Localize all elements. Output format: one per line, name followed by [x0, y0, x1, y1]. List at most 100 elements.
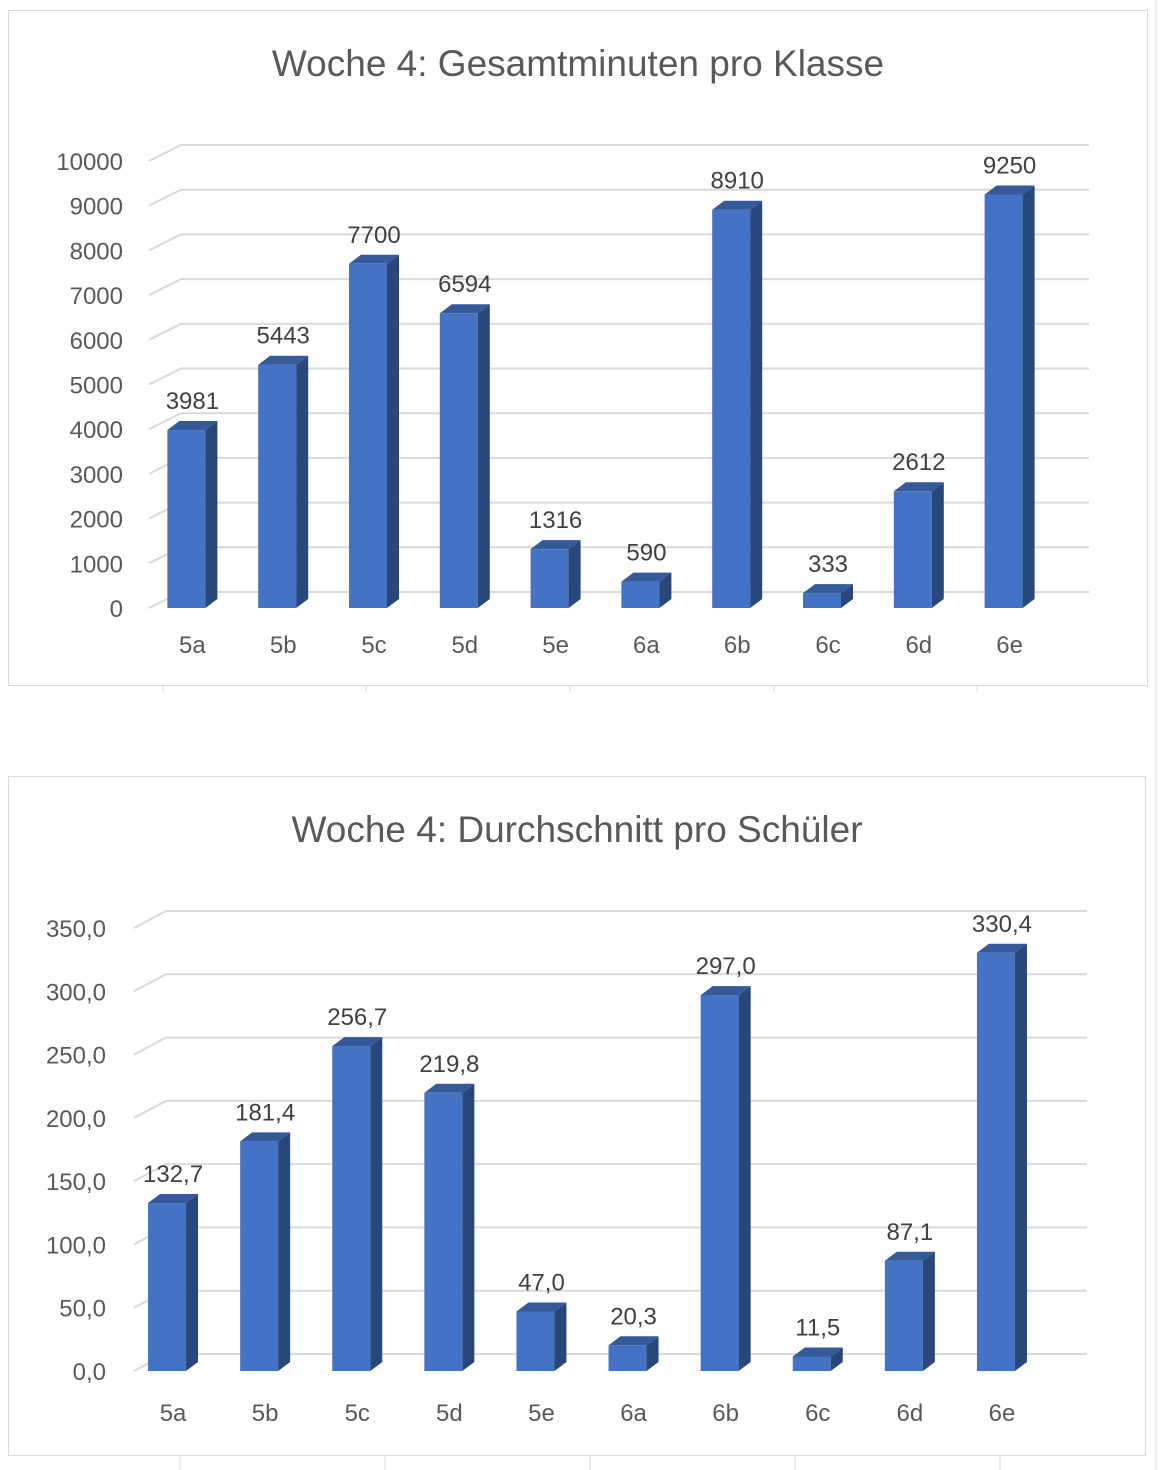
bar-6a: [621, 572, 672, 608]
x-tick-label: 6b: [712, 1400, 739, 1427]
bar-top: [803, 584, 853, 594]
x-tick-label: 5b: [270, 632, 297, 659]
x-tick-label: 5e: [542, 632, 569, 659]
x-tick-label: 6a: [633, 632, 660, 659]
bar-side: [554, 1302, 567, 1371]
chart-total-minutes[interactable]: Woche 4: Gesamtminuten pro Klasse 0 1000 2…: [8, 10, 1148, 686]
x-tick-label: 5a: [160, 1400, 187, 1427]
bar-top: [976, 943, 1027, 953]
x-tick-label: 6c: [815, 632, 840, 659]
data-label: 181,4: [235, 1099, 295, 1126]
bar-5c: [332, 1037, 383, 1371]
data-label: 7700: [347, 222, 400, 249]
bar-side: [370, 1037, 383, 1371]
bar-front: [240, 1141, 279, 1371]
bar-side: [659, 572, 672, 608]
x-tick-label: 6a: [620, 1400, 647, 1427]
data-label: 2612: [892, 449, 945, 476]
bar-side: [568, 540, 581, 608]
bar-6c: [792, 1347, 843, 1371]
x-tick-label: 5d: [451, 632, 478, 659]
x-tick-label: 5c: [345, 1400, 370, 1427]
data-label: 47,0: [518, 1270, 565, 1297]
bar-front: [332, 1046, 371, 1371]
bar-front: [258, 364, 297, 608]
gridline: [133, 910, 1087, 929]
y-tick-label: 4000: [70, 417, 123, 444]
bar-side: [646, 1336, 659, 1371]
chart-average-per-student[interactable]: Woche 4: Durchschnitt pro Schüler 0,0 50,…: [8, 776, 1146, 1456]
gridline: [148, 233, 1089, 252]
bar-5b: [258, 355, 309, 608]
x-tick-label: 5d: [436, 1400, 463, 1427]
data-label: 11,5: [795, 1314, 840, 1341]
y-tick-label: 0,0: [73, 1359, 106, 1386]
y-tick-label: 50,0: [59, 1296, 106, 1323]
data-label: 9250: [983, 153, 1036, 180]
bar-top: [792, 1347, 843, 1357]
bar-front: [984, 194, 1023, 608]
data-label: 87,1: [886, 1219, 933, 1246]
bar-side: [931, 482, 944, 608]
y-tick-label: 350,0: [46, 916, 106, 943]
y-tick-label: 9000: [70, 194, 123, 221]
bar-side: [750, 200, 763, 608]
data-label: 256,7: [327, 1004, 387, 1031]
y-tick-label: 150,0: [46, 1169, 106, 1196]
x-tick-label: 6d: [896, 1400, 923, 1427]
y-tick-label: 200,0: [46, 1106, 106, 1133]
bar-front: [148, 1203, 187, 1371]
bar-top: [349, 254, 399, 264]
bar-top: [608, 1336, 659, 1346]
data-label: 132,7: [143, 1161, 203, 1188]
bar-front: [167, 430, 206, 608]
bar-top: [240, 1132, 291, 1142]
bar-front: [893, 491, 932, 608]
y-tick-label: 6000: [70, 328, 123, 355]
bar-side: [1014, 943, 1027, 1371]
x-tick-label: 6d: [905, 632, 932, 659]
gridline: [148, 188, 1089, 207]
bar-side: [278, 1132, 291, 1371]
bar-side: [186, 1194, 199, 1371]
bar-top: [712, 200, 763, 210]
data-label: 330,4: [972, 911, 1032, 938]
gridline: [148, 412, 1089, 431]
bar-top: [530, 540, 581, 550]
bar-front: [700, 995, 739, 1371]
data-label: 3981: [166, 388, 219, 415]
bar-front: [530, 549, 569, 608]
bar-top: [148, 1194, 199, 1204]
bar-5a: [148, 1194, 199, 1371]
bar-top: [439, 304, 490, 314]
bar-6d: [893, 482, 944, 608]
gridline: [133, 1163, 1087, 1183]
bar-5d: [424, 1083, 475, 1371]
bar-front: [803, 593, 841, 608]
bar-5a: [167, 421, 218, 608]
bar-top: [621, 572, 672, 582]
data-label: 333: [808, 551, 848, 578]
bar-top: [884, 1251, 935, 1261]
bar-front: [884, 1260, 923, 1371]
chart-title: Woche 4: Durchschnitt pro Schüler: [291, 809, 863, 850]
gridline: [148, 322, 1089, 341]
y-tick-label: 2000: [70, 507, 123, 534]
bar-top: [893, 482, 944, 492]
chart-plot-area: 0 1000 2000 3000 4000 5000 6000 7000 8000 9000 100…: [56, 144, 1089, 659]
bar-front: [439, 313, 478, 608]
y-tick-label: 8000: [70, 238, 123, 265]
data-label: 8910: [711, 168, 764, 195]
x-tick-label: 5a: [179, 632, 206, 659]
y-tick-label: 3000: [70, 462, 123, 489]
x-tick-label: 5b: [252, 1400, 279, 1427]
data-label: 219,8: [419, 1051, 479, 1078]
data-label: 1316: [529, 507, 582, 534]
bar-side: [922, 1251, 935, 1371]
bar-top: [424, 1083, 475, 1093]
bar-5b: [240, 1132, 291, 1371]
bar-top: [258, 355, 309, 365]
bar-6d: [884, 1251, 935, 1371]
bar-front: [621, 581, 660, 608]
bar-top: [984, 185, 1035, 195]
